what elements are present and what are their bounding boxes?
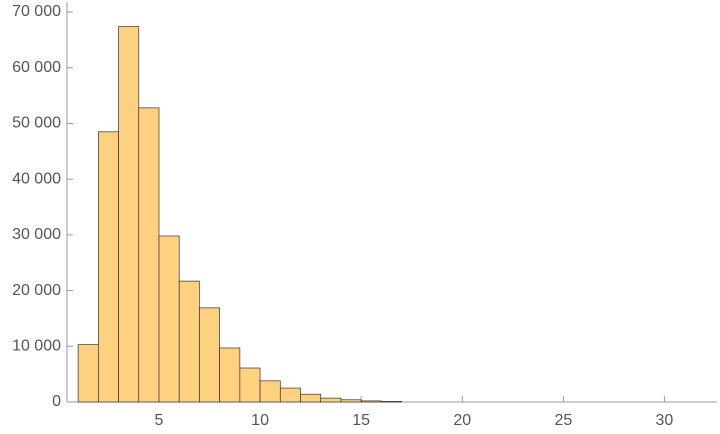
x-tick-label: 5: [155, 412, 164, 429]
bar: [259, 380, 281, 403]
bar: [199, 307, 220, 403]
x-tick-label: 20: [453, 412, 471, 429]
bar: [239, 367, 261, 403]
bar: [97, 131, 119, 403]
bar: [381, 401, 402, 403]
y-tick-label: 20 000: [12, 282, 61, 299]
bar: [340, 399, 362, 403]
y-tick-label: 40 000: [12, 170, 61, 187]
bar: [320, 397, 342, 403]
y-tick-label: 50 000: [12, 115, 61, 132]
y-tick-label: 60 000: [12, 59, 61, 76]
x-tick-label: 15: [352, 412, 370, 429]
y-tick-label: 30 000: [12, 226, 61, 243]
bar: [279, 387, 301, 403]
y-tick-label: 10 000: [12, 338, 61, 355]
bar: [77, 344, 99, 403]
bar: [118, 26, 140, 403]
x-tick-label: 25: [554, 412, 572, 429]
x-tick-label: 10: [251, 412, 269, 429]
y-tick-label: 70 000: [12, 3, 61, 20]
bar: [219, 347, 241, 403]
bar: [178, 280, 200, 403]
y-tick-label: 0: [52, 393, 61, 410]
bar: [138, 107, 160, 403]
bar: [360, 400, 382, 403]
bar: [158, 235, 180, 403]
bar: [300, 393, 322, 403]
x-tick-label: 30: [656, 412, 674, 429]
